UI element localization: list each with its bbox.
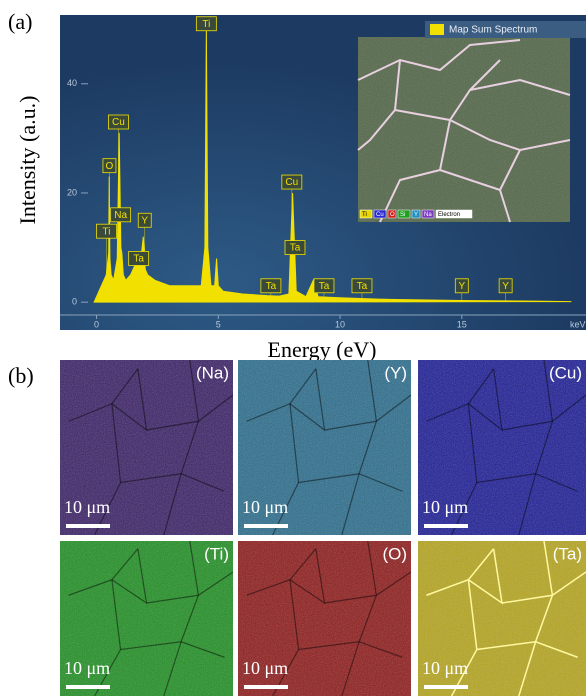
peak-label: Y xyxy=(141,215,148,226)
peak-label: Ta xyxy=(319,281,330,292)
inset-legend-label: Cu xyxy=(376,212,384,218)
scale-bar-label: 10 μm xyxy=(422,658,468,678)
map-panel: (Na) 10 μm xyxy=(60,360,233,535)
scale-bar-label: 10 μm xyxy=(64,497,110,517)
y-tick-label: 20 xyxy=(67,187,77,197)
map-label: (O) xyxy=(382,544,407,563)
figure: (a) (b) Ti Cu O Si Y Na Electron Map Sum Spectr… xyxy=(0,0,586,696)
inset-legend-label: Electron xyxy=(438,212,460,218)
x-axis-title: Energy (eV) xyxy=(268,337,377,362)
inset-legend-label: Y xyxy=(414,212,418,218)
scale-bar xyxy=(244,685,288,689)
x-tick-label: 0 xyxy=(94,319,99,329)
peak-label: Cu xyxy=(285,177,298,188)
x-tick-label: 10 xyxy=(335,319,345,329)
map-panel: (Cu) 10 μm xyxy=(418,360,586,535)
scale-bar-label: 10 μm xyxy=(242,658,288,678)
scale-bar-label: 10 μm xyxy=(242,497,288,517)
peak-label: Na xyxy=(114,210,127,221)
peak-label: O xyxy=(106,161,114,172)
peak-label: Ti xyxy=(202,19,210,30)
panel-label: (a) xyxy=(8,9,32,34)
map-panel: (O) 10 μm xyxy=(238,541,411,696)
map-label: (Ta) xyxy=(553,544,582,563)
y-axis-title: Intensity (a.u.) xyxy=(15,96,40,225)
y-tick-label: 0 xyxy=(72,297,77,307)
panel-label: (b) xyxy=(8,363,34,388)
scale-bar-label: 10 μm xyxy=(64,658,110,678)
peak-label: Ta xyxy=(357,281,368,292)
scale-bar xyxy=(66,524,110,528)
peak-label: Y xyxy=(458,281,465,292)
peak-label: Ta xyxy=(290,243,301,254)
map-panel: (Ti) 10 μm xyxy=(60,541,233,696)
legend-swatch xyxy=(430,24,444,35)
inset-legend-label: Na xyxy=(424,212,432,218)
peak-label: Ta xyxy=(266,281,277,292)
map-label: (Ti) xyxy=(204,544,229,563)
peak-label: Ti xyxy=(103,226,111,237)
scale-bar-label: 10 μm xyxy=(422,497,468,517)
maps: (Na) 10 μm (Y) 10 μm (Cu) 10 μm (Ti) 10 μm (O) 10… xyxy=(60,360,586,696)
x-tick-label: 15 xyxy=(457,319,467,329)
map-label: (Y) xyxy=(384,363,407,382)
y-tick-label: 40 xyxy=(67,78,77,88)
peak-label: Ta xyxy=(133,254,144,265)
inset-legend-label: O xyxy=(390,212,395,218)
peak-label: Y xyxy=(502,281,509,292)
map-label: (Cu) xyxy=(549,363,582,382)
scale-bar xyxy=(424,685,468,689)
map-label: (Na) xyxy=(196,363,229,382)
inset-legend-label: Si xyxy=(400,212,405,218)
scale-bar xyxy=(244,524,288,528)
x-unit: keV xyxy=(570,319,586,329)
map-panel: (Ta) 10 μm xyxy=(418,541,586,696)
x-tick-label: 5 xyxy=(216,319,221,329)
peak-label: Cu xyxy=(112,117,125,128)
inset-legend-label: Ti xyxy=(362,212,367,218)
scale-bar xyxy=(424,524,468,528)
map-panel: (Y) 10 μm xyxy=(238,360,411,535)
scale-bar xyxy=(66,685,110,689)
legend-label: Map Sum Spectrum xyxy=(449,25,537,36)
